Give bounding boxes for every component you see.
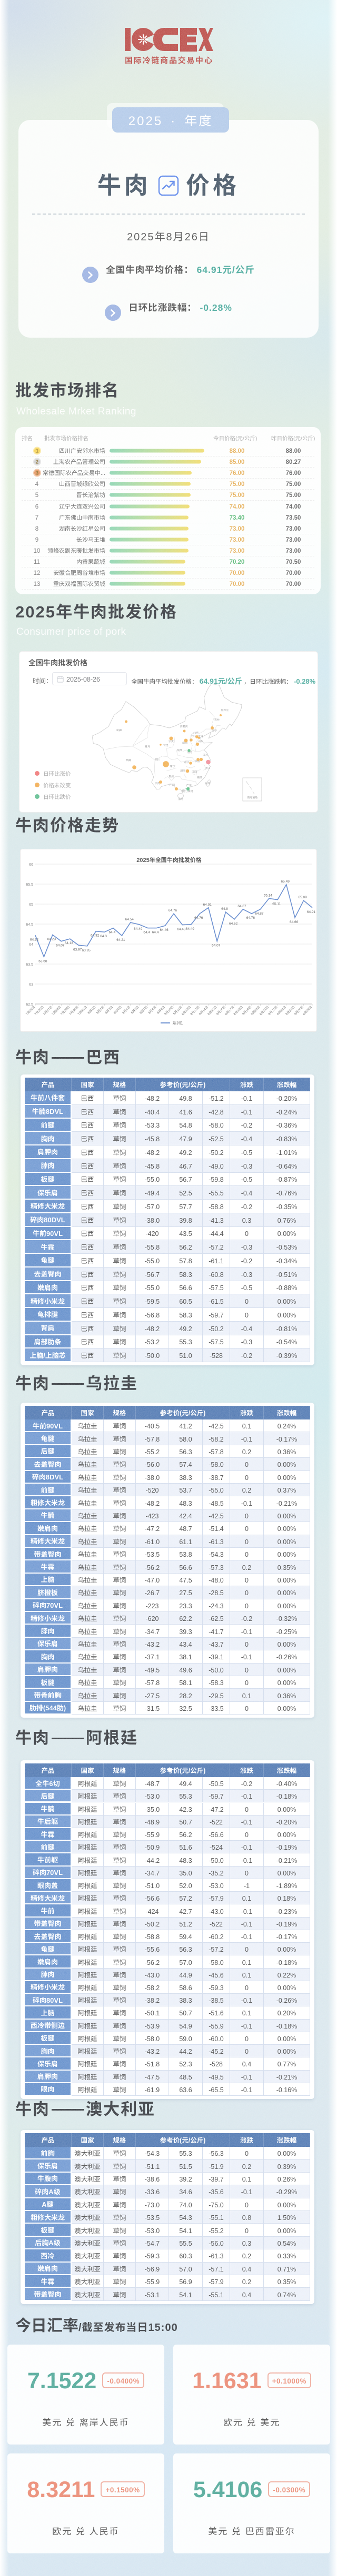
svg-text:63.68: 63.68 xyxy=(38,959,47,963)
svg-text:64.8: 64.8 xyxy=(221,907,228,911)
svg-text:河北: 河北 xyxy=(191,734,196,738)
svg-text:湖南: 湖南 xyxy=(180,769,185,773)
svg-text:湖北: 湖北 xyxy=(184,760,189,764)
svg-text:南海诸岛: 南海诸岛 xyxy=(247,796,257,799)
svg-text:内蒙古: 内蒙古 xyxy=(180,725,187,728)
svg-text:64.4: 64.4 xyxy=(152,931,159,935)
svg-text:64.21: 64.21 xyxy=(116,938,125,942)
svg-text:2025年全国牛肉批发价格: 2025年全国牛肉批发价格 xyxy=(136,856,201,864)
svg-text:浙江: 浙江 xyxy=(205,766,211,770)
svg-text:青海: 青海 xyxy=(145,745,150,748)
svg-text:64.87: 64.87 xyxy=(237,905,246,908)
svg-text:8月26日: 8月26日 xyxy=(301,1005,313,1016)
svg-text:65.49: 65.49 xyxy=(281,880,290,884)
svg-text:63: 63 xyxy=(29,983,33,987)
svg-text:65.09: 65.09 xyxy=(298,896,307,899)
svg-text:系列1: 系列1 xyxy=(172,1020,183,1026)
svg-text:四川: 四川 xyxy=(155,758,160,762)
svg-text:64.07: 64.07 xyxy=(56,944,65,948)
svg-text:澳门: 澳门 xyxy=(182,789,187,793)
svg-text:65: 65 xyxy=(29,903,33,907)
svg-text:64.66: 64.66 xyxy=(290,920,299,924)
svg-text:64.07: 64.07 xyxy=(212,944,221,948)
svg-text:新疆: 新疆 xyxy=(116,728,122,732)
svg-text:福建: 福建 xyxy=(197,776,202,779)
svg-text:山东: 山东 xyxy=(198,739,203,743)
svg-text:64: 64 xyxy=(29,943,33,947)
svg-text:8月4日: 8月4日 xyxy=(112,1005,123,1015)
svg-text:64.54: 64.54 xyxy=(125,918,134,921)
svg-text:北京: 北京 xyxy=(193,731,199,735)
svg-text:8月7日: 8月7日 xyxy=(138,1005,149,1015)
svg-text:65.14: 65.14 xyxy=(264,894,273,897)
svg-text:8月3日: 8月3日 xyxy=(104,1005,114,1015)
svg-text:64.87: 64.87 xyxy=(255,912,264,916)
svg-text:江西: 江西 xyxy=(192,770,197,774)
svg-text:辽宁: 辽宁 xyxy=(212,729,217,733)
svg-text:江苏: 江苏 xyxy=(203,753,208,757)
svg-text:65.5: 65.5 xyxy=(26,883,33,887)
svg-text:64.4: 64.4 xyxy=(109,931,116,935)
svg-text:海南: 海南 xyxy=(178,797,183,801)
svg-text:64.49: 64.49 xyxy=(134,927,143,931)
svg-text:64.13: 64.13 xyxy=(65,941,74,945)
svg-text:陕西: 陕西 xyxy=(177,748,182,752)
svg-text:黑龙江: 黑龙江 xyxy=(220,708,229,712)
svg-text:台湾: 台湾 xyxy=(205,782,210,785)
svg-text:广西: 广西 xyxy=(169,783,175,787)
svg-text:64.62: 64.62 xyxy=(229,922,238,926)
svg-text:7月31日: 7月31日 xyxy=(76,1005,88,1016)
svg-text:吉林: 吉林 xyxy=(214,718,220,722)
svg-text:8月10日: 8月10日 xyxy=(163,1005,174,1016)
svg-text:64.76: 64.76 xyxy=(246,916,255,920)
svg-text:64.48: 64.48 xyxy=(177,928,186,931)
svg-text:63.97: 63.97 xyxy=(73,948,82,951)
svg-text:64.4: 64.4 xyxy=(143,931,150,935)
svg-text:甘肃: 甘肃 xyxy=(163,744,168,747)
svg-text:64.91: 64.91 xyxy=(307,910,316,914)
svg-text:8月2日: 8月2日 xyxy=(95,1005,105,1015)
svg-text:8月5日: 8月5日 xyxy=(121,1005,132,1015)
svg-text:8月1日: 8月1日 xyxy=(86,1005,97,1015)
svg-text:66: 66 xyxy=(29,863,33,867)
svg-text:贵州: 贵州 xyxy=(168,775,174,778)
svg-text:西藏: 西藏 xyxy=(126,758,131,762)
svg-text:64.3: 64.3 xyxy=(100,935,107,938)
svg-text:64.76: 64.76 xyxy=(194,916,203,920)
svg-text:8月8日: 8月8日 xyxy=(147,1005,157,1015)
svg-text:重庆: 重庆 xyxy=(170,765,175,768)
svg-text:64.23: 64.23 xyxy=(47,938,56,941)
svg-text:64.76: 64.76 xyxy=(168,909,177,912)
svg-text:64.91: 64.91 xyxy=(203,903,212,907)
svg-text:65.11: 65.11 xyxy=(272,902,281,906)
svg-text:63.5: 63.5 xyxy=(26,963,33,967)
svg-text:广东: 广东 xyxy=(186,784,192,787)
svg-text:64.49: 64.49 xyxy=(186,927,195,931)
svg-text:8月6日: 8月6日 xyxy=(130,1005,140,1015)
svg-text:64.5: 64.5 xyxy=(26,923,33,927)
svg-text:63.95: 63.95 xyxy=(82,949,91,952)
svg-text:64.22: 64.22 xyxy=(30,938,39,941)
svg-text:64.46: 64.46 xyxy=(160,928,168,932)
svg-text:64.32: 64.32 xyxy=(91,934,100,938)
